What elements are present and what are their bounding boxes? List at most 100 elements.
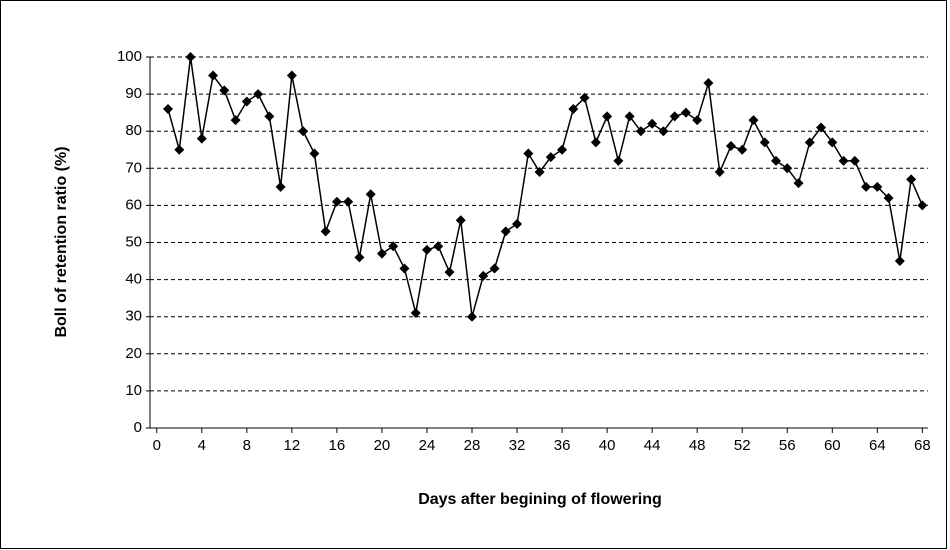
data-point	[286, 70, 297, 81]
x-tick-label: 28	[464, 437, 481, 454]
x-tick-label: 12	[284, 437, 301, 454]
data-point	[861, 181, 872, 192]
data-point	[500, 226, 511, 237]
data-point	[512, 218, 523, 229]
y-tick-label: 20	[125, 345, 142, 362]
x-tick-label: 68	[914, 437, 931, 454]
data-point	[692, 115, 703, 126]
x-tick-label: 24	[419, 437, 436, 454]
data-point	[455, 215, 466, 226]
data-point	[590, 137, 601, 148]
data-point	[771, 155, 782, 166]
x-tick-label: 60	[824, 437, 841, 454]
data-point	[602, 111, 613, 122]
x-tick-label: 0	[153, 437, 161, 454]
data-point	[309, 148, 320, 159]
x-tick-label: 56	[779, 437, 796, 454]
x-tick-label: 4	[198, 437, 206, 454]
data-point	[523, 148, 534, 159]
data-point	[647, 118, 658, 129]
data-point	[433, 241, 444, 252]
data-point	[444, 267, 455, 278]
data-point	[658, 126, 669, 137]
data-point	[354, 252, 365, 263]
data-point	[174, 144, 185, 155]
data-point	[185, 52, 196, 62]
data-point	[376, 248, 387, 259]
data-point	[331, 196, 342, 207]
data-point	[467, 311, 478, 322]
y-tick-label: 70	[125, 159, 142, 176]
x-axis-title: Days after begining of flowering	[418, 491, 662, 508]
data-point	[478, 270, 489, 281]
data-point	[534, 167, 545, 178]
data-point	[894, 256, 905, 267]
data-point	[669, 111, 680, 122]
data-point	[208, 70, 219, 81]
x-tick-label: 20	[374, 437, 391, 454]
x-tick-label: 8	[243, 437, 251, 454]
data-point	[613, 155, 624, 166]
data-point	[579, 92, 590, 103]
data-point	[827, 137, 838, 148]
x-tick-label: 52	[734, 437, 751, 454]
data-point	[849, 155, 860, 166]
data-point	[365, 189, 376, 200]
data-point	[489, 263, 500, 274]
y-tick-label: 30	[125, 308, 142, 325]
data-point	[196, 133, 207, 144]
y-tick-label: 60	[125, 196, 142, 213]
y-tick-label: 90	[125, 85, 142, 102]
data-point	[399, 263, 410, 274]
y-axis-title: Boll of retention ratio (%)	[53, 146, 70, 337]
y-tick-label: 40	[125, 271, 142, 288]
data-point	[545, 152, 556, 163]
data-point	[163, 103, 174, 114]
data-point	[410, 307, 421, 318]
data-point	[298, 126, 309, 137]
data-point	[253, 89, 264, 100]
y-tick-label: 10	[125, 382, 142, 399]
y-tick-label: 0	[134, 419, 142, 436]
data-point	[230, 115, 241, 126]
data-point	[793, 178, 804, 189]
data-point	[782, 163, 793, 174]
data-point	[703, 77, 714, 88]
x-tick-label: 36	[554, 437, 571, 454]
data-point	[838, 155, 849, 166]
data-point	[343, 196, 354, 207]
x-tick-label: 32	[509, 437, 526, 454]
data-point	[748, 115, 759, 126]
data-point	[804, 137, 815, 148]
data-point	[568, 103, 579, 114]
y-tick-label: 50	[125, 233, 142, 250]
data-point	[557, 144, 568, 155]
data-point	[917, 200, 928, 211]
data-point	[725, 141, 736, 152]
data-point	[388, 241, 399, 252]
y-tick-label: 100	[117, 48, 142, 65]
data-point	[275, 181, 286, 192]
data-point	[906, 174, 917, 185]
x-tick-label: 48	[689, 437, 706, 454]
y-tick-label: 80	[125, 122, 142, 139]
data-point	[883, 192, 894, 203]
data-point	[759, 137, 770, 148]
data-point	[737, 144, 748, 155]
data-point	[635, 126, 646, 137]
data-point	[241, 96, 252, 107]
x-tick-label: 64	[869, 437, 886, 454]
data-point	[264, 111, 275, 122]
data-point	[624, 111, 635, 122]
data-point	[421, 244, 432, 255]
x-tick-label: 40	[599, 437, 616, 454]
data-point	[714, 167, 725, 178]
data-point	[816, 122, 827, 133]
x-tick-label: 44	[644, 437, 661, 454]
data-point	[680, 107, 691, 118]
data-point	[872, 181, 883, 192]
data-point	[219, 85, 230, 96]
data-point	[320, 226, 331, 237]
